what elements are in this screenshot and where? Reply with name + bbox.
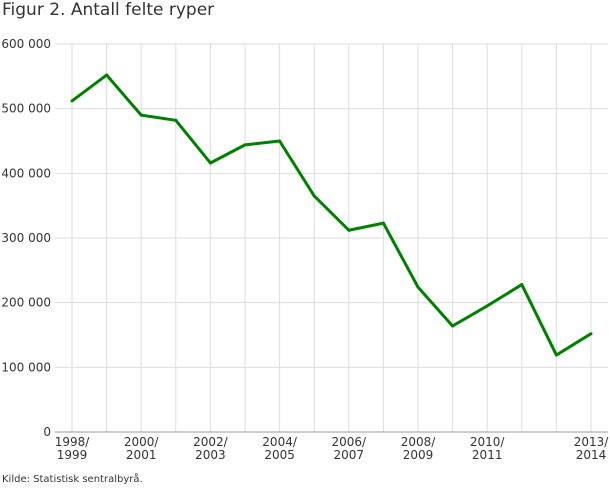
data-point [208,161,212,165]
x-tick-label: 2013/ [574,435,610,449]
data-point [485,304,489,308]
x-tick-label: 2007 [334,448,365,462]
y-tick-label: 400 000 [1,166,51,180]
data-point [312,194,316,198]
x-tick-label: 2001 [126,448,157,462]
data-point [243,143,247,147]
data-point [70,99,74,103]
source-note: Kilde: Statistisk sentralbyrå. [2,474,143,485]
chart-title: Figur 2. Antall felte ryper [2,0,215,20]
data-point [278,139,282,143]
x-tick-label: 2011 [472,448,503,462]
x-tick-label: 2014 [576,448,607,462]
y-tick-label: 0 [43,425,51,439]
data-point [174,118,178,122]
x-tick-label: 2004/ [262,435,298,449]
data-point [554,353,558,357]
x-tick-label: 2008/ [401,435,437,449]
x-tick-label: 1999 [57,448,88,462]
data-point [105,73,109,77]
y-tick-label: 300 000 [1,231,51,245]
data-point [451,324,455,328]
x-tick-label: 2010/ [470,435,506,449]
y-tick-label: 500 000 [1,102,51,116]
x-tick-label: 2009 [403,448,434,462]
y-tick-label: 600 000 [1,37,51,51]
x-tick-label: 1998/ [55,435,91,449]
y-tick-label: 200 000 [1,296,51,310]
x-tick-label: 2006/ [332,435,368,449]
x-tick-label: 2005 [264,448,295,462]
data-point [139,113,143,117]
data-point [347,228,351,232]
x-tick-label: 2002/ [193,435,229,449]
y-tick-label: 100 000 [1,360,51,374]
data-point [520,283,524,287]
x-tick-label: 2000/ [124,435,160,449]
data-point [381,221,385,225]
data-point [589,332,593,336]
series-line [71,73,592,357]
data-point [416,285,420,289]
x-tick-label: 2003 [195,448,226,462]
